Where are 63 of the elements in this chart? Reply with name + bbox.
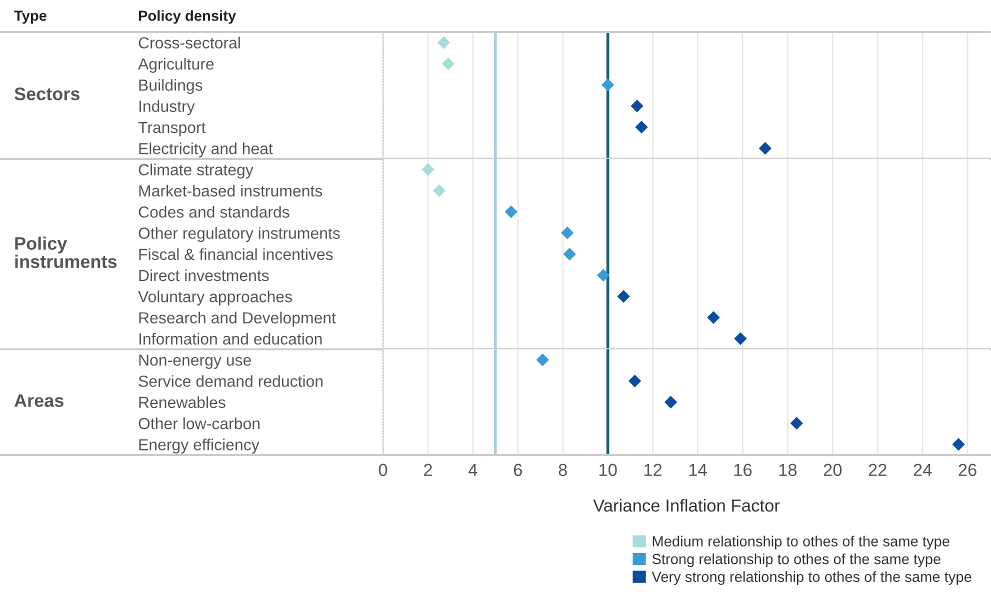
x-tick-label: 24 (914, 464, 932, 476)
text: Policy density (138, 10, 236, 24)
y-tick-label: Non-energy use (139, 354, 251, 369)
y-tick-label: Codes and standards (138, 206, 290, 218)
legend-label: Strong relationship to othes of the same type (652, 554, 940, 568)
x-tick-label: 8 (558, 464, 567, 476)
y-tick-label: Market-based instruments (139, 184, 322, 197)
x-axis-title: Variance Inflation Factor (593, 498, 780, 512)
point (790, 416, 804, 430)
point (664, 396, 678, 408)
point (504, 205, 518, 218)
y-tick-label: Other low-carbon (138, 417, 260, 430)
y-tick-label: Service demand reduction (138, 375, 323, 387)
y-tick-label: Transport (138, 122, 206, 136)
point (422, 163, 434, 176)
point (560, 226, 574, 240)
point (707, 311, 720, 324)
point (617, 290, 630, 303)
x-tick-label: 6 (514, 464, 522, 476)
x-tick-label: 22 (868, 464, 886, 476)
y-tick-label: Industry (139, 100, 195, 116)
y-tick-label: Agriculture (138, 58, 214, 73)
point (952, 438, 965, 451)
point (758, 142, 772, 155)
y-tick-label: Other regulatory instruments (138, 227, 340, 242)
y-tick-label: Buildings (139, 79, 202, 94)
y-tick-label: Direct investments (139, 269, 269, 282)
x-tick-label: 16 (734, 464, 752, 476)
y-tick-label: Climate strategy (138, 164, 254, 179)
point (601, 78, 614, 92)
point (442, 57, 455, 70)
y-tick-label: Voluntary approaches (138, 290, 292, 306)
y-tick-label: Energy efficiency (139, 438, 260, 454)
y-tick-label: Cross-sectoral (138, 36, 240, 49)
legend-label: Medium relationship to othes of the same type (652, 536, 950, 550)
x-tick-label: 2 (424, 464, 432, 476)
x-tick-label: 14 (689, 464, 707, 476)
point (432, 184, 446, 197)
x-tick-label: 20 (824, 464, 842, 476)
y-axis-title: Policy instruments (15, 236, 117, 268)
y-tick-label: Electricity and heat (139, 142, 273, 158)
point (630, 100, 644, 112)
point (635, 120, 648, 134)
legend-label: Very strong relationship to othes of the same type (652, 571, 972, 585)
y-axis-title: Sectors (14, 88, 80, 100)
point (536, 353, 549, 366)
y-tick-label: Renewables (139, 396, 226, 408)
x-tick-label: 0 (378, 464, 388, 476)
point (563, 248, 576, 260)
x-tick-label: 10 (599, 464, 617, 476)
point (628, 374, 642, 388)
y-tick-label: Research and Development (139, 312, 336, 327)
point (596, 268, 610, 282)
x-tick-label: 26 (958, 464, 976, 476)
y-tick-label: Fiscal & financial incentives (139, 248, 333, 260)
point (437, 36, 450, 49)
x-tick-label: 4 (468, 464, 478, 476)
x-tick-label: 12 (644, 464, 662, 476)
x-tick-label: 18 (779, 464, 797, 476)
y-axis-title: Areas (14, 394, 64, 407)
text: Type (14, 10, 46, 24)
point (734, 332, 747, 346)
y-tick-label: Information and education (139, 332, 322, 345)
